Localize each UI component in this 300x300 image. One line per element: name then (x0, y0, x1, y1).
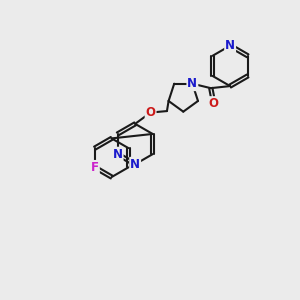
Text: F: F (91, 161, 99, 174)
Text: O: O (209, 97, 219, 110)
Text: N: N (112, 148, 123, 161)
Text: O: O (146, 106, 156, 119)
Text: N: N (225, 39, 235, 52)
Text: N: N (188, 77, 197, 90)
Text: N: N (130, 158, 140, 171)
